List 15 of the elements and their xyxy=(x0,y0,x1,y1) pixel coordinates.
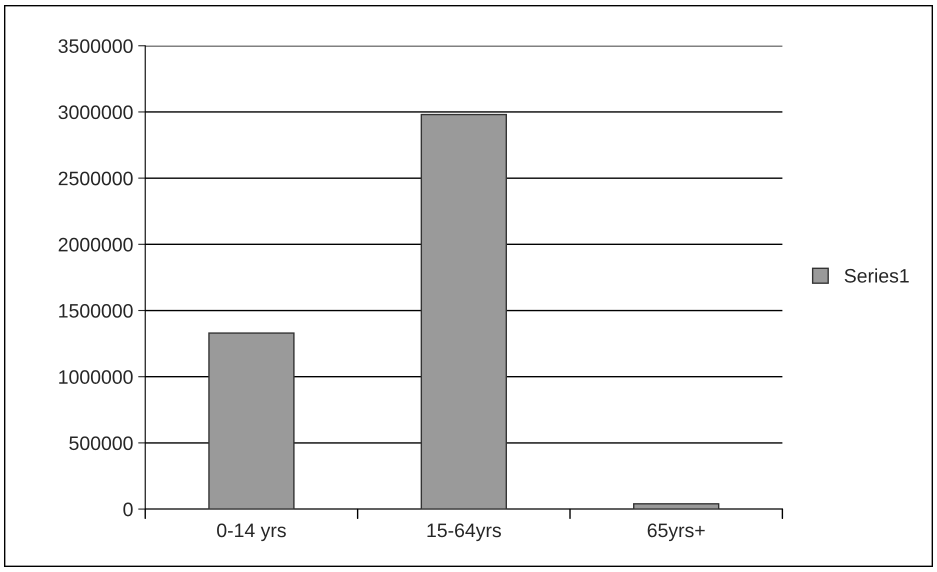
y-tick-label: 2000000 xyxy=(58,238,133,252)
bar xyxy=(633,503,720,510)
x-tick-label: 15-64yrs xyxy=(427,523,501,542)
x-tick-label: 65yrs+ xyxy=(648,523,705,542)
y-tick-label: 2500000 xyxy=(58,172,133,186)
y-tick-label: 500000 xyxy=(69,436,133,450)
bar xyxy=(420,114,507,510)
y-tick-label: 3500000 xyxy=(58,39,133,53)
y-tick-label: 1500000 xyxy=(59,304,133,318)
legend-label: Series1 xyxy=(844,268,909,283)
bar xyxy=(208,332,295,510)
y-tick-label: 1000000 xyxy=(59,370,133,384)
y-tick-label: 3000000 xyxy=(58,105,133,120)
x-tick-label: 0-14 yrs xyxy=(217,523,286,542)
y-tick-label: 0 xyxy=(123,502,133,516)
